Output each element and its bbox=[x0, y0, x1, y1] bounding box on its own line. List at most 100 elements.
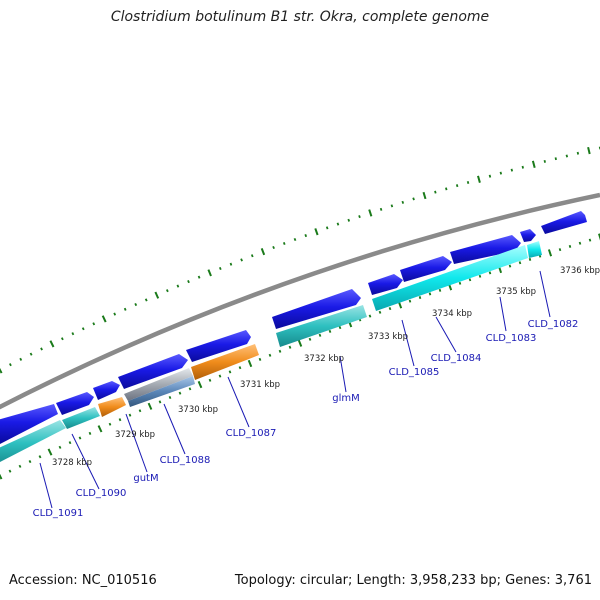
minor-tick bbox=[445, 187, 448, 191]
minor-tick bbox=[328, 329, 332, 333]
minor-tick bbox=[488, 271, 492, 275]
scale-label: 3733 kbp bbox=[368, 332, 408, 342]
minor-tick bbox=[218, 374, 222, 378]
minor-tick bbox=[228, 370, 232, 374]
minor-tick bbox=[88, 431, 92, 435]
major-tick bbox=[0, 473, 3, 480]
steelblue-feature bbox=[128, 376, 195, 407]
minor-tick bbox=[108, 422, 112, 426]
minor-tick bbox=[466, 180, 470, 184]
major-tick bbox=[101, 315, 107, 323]
minor-tick bbox=[499, 171, 503, 175]
minor-tick bbox=[458, 281, 462, 285]
minor-tick bbox=[176, 284, 180, 288]
orange-feature bbox=[191, 344, 259, 380]
minor-tick bbox=[558, 248, 562, 252]
major-tick bbox=[0, 367, 3, 374]
gene-label-gutm: gutM bbox=[133, 473, 158, 484]
minor-tick bbox=[118, 418, 122, 422]
label-leaders bbox=[39, 270, 551, 509]
minor-tick bbox=[578, 241, 582, 245]
minor-tick bbox=[71, 332, 75, 336]
outer-tick-row bbox=[0, 146, 600, 374]
minor-tick bbox=[390, 204, 394, 208]
gene-label-cld-1083: CLD_1083 bbox=[486, 333, 537, 344]
minor-tick bbox=[38, 455, 42, 459]
minor-tick bbox=[238, 366, 242, 370]
major-tick bbox=[47, 448, 53, 456]
gray-feature bbox=[124, 368, 193, 401]
minor-tick bbox=[325, 226, 329, 230]
minor-tick bbox=[197, 275, 201, 279]
major-tick bbox=[97, 425, 103, 433]
major-tick bbox=[247, 359, 253, 368]
minor-tick bbox=[113, 312, 117, 316]
gene-label-group: CLD_1091 CLD_1090 gutM CLD_1088 CLD_1087… bbox=[33, 319, 579, 519]
gene-label-cld-1085: CLD_1085 bbox=[389, 367, 440, 378]
minor-tick bbox=[218, 266, 222, 271]
minor-tick bbox=[282, 241, 286, 246]
scale-label: 3728 kbp bbox=[52, 458, 92, 468]
cyan-feature bbox=[527, 241, 542, 258]
minor-tick bbox=[250, 254, 254, 258]
minor-tick bbox=[40, 347, 43, 351]
scale-label-group: 3728 kbp 3729 kbp 3730 kbp 3731 kbp 3732… bbox=[52, 266, 600, 468]
cds-feature bbox=[520, 229, 536, 242]
orange-feature bbox=[98, 397, 126, 417]
minor-tick bbox=[434, 190, 437, 194]
genome-backbone bbox=[0, 192, 600, 410]
major-tick bbox=[49, 340, 55, 348]
minor-tick bbox=[379, 207, 383, 211]
minor-tick bbox=[28, 459, 32, 464]
accession-text: Accession: NC_010516 bbox=[9, 573, 157, 588]
major-tick bbox=[207, 269, 212, 277]
cds-feature bbox=[450, 235, 521, 264]
teal-feature bbox=[62, 407, 100, 429]
major-tick bbox=[260, 248, 266, 256]
minor-tick bbox=[418, 296, 422, 300]
minor-tick bbox=[518, 261, 522, 265]
minor-tick bbox=[554, 157, 557, 161]
minor-tick bbox=[123, 307, 127, 311]
major-tick bbox=[197, 380, 203, 389]
cds-feature bbox=[93, 381, 120, 400]
gene-label-cld-1082: CLD_1082 bbox=[528, 319, 579, 330]
minor-tick bbox=[288, 345, 292, 349]
minor-tick bbox=[412, 197, 415, 201]
minor-tick bbox=[318, 333, 322, 337]
major-tick bbox=[314, 228, 319, 236]
cds-feature bbox=[541, 211, 587, 234]
teal-feature bbox=[0, 420, 66, 462]
minor-tick bbox=[278, 349, 282, 353]
minor-tick bbox=[347, 218, 351, 222]
minor-tick bbox=[568, 244, 572, 248]
minor-tick bbox=[528, 257, 532, 261]
minor-tick bbox=[229, 262, 233, 266]
minor-tick bbox=[338, 325, 342, 330]
major-tick bbox=[587, 146, 591, 155]
minor-tick bbox=[168, 395, 172, 400]
minor-tick bbox=[455, 184, 459, 188]
minor-tick bbox=[9, 363, 12, 367]
major-tick bbox=[297, 339, 303, 347]
minor-tick bbox=[165, 289, 169, 293]
scale-label: 3731 kbp bbox=[240, 380, 280, 390]
minor-tick bbox=[29, 352, 33, 356]
minor-tick bbox=[58, 445, 62, 449]
minor-tick bbox=[576, 151, 580, 155]
cds-feature bbox=[118, 354, 188, 389]
map-title: Clostridium botulinum B1 str. Okra, comp… bbox=[110, 9, 490, 25]
minor-tick bbox=[336, 222, 340, 226]
minor-tick bbox=[128, 413, 132, 417]
minor-tick bbox=[272, 245, 275, 250]
minor-tick bbox=[81, 327, 85, 331]
minor-tick bbox=[478, 274, 482, 278]
cds-feature bbox=[56, 392, 94, 415]
scale-label: 3730 kbp bbox=[178, 405, 218, 415]
major-tick bbox=[598, 233, 600, 241]
minor-tick bbox=[401, 200, 405, 204]
minor-tick bbox=[158, 400, 162, 404]
minor-tick bbox=[68, 441, 72, 445]
minor-tick bbox=[134, 303, 138, 307]
